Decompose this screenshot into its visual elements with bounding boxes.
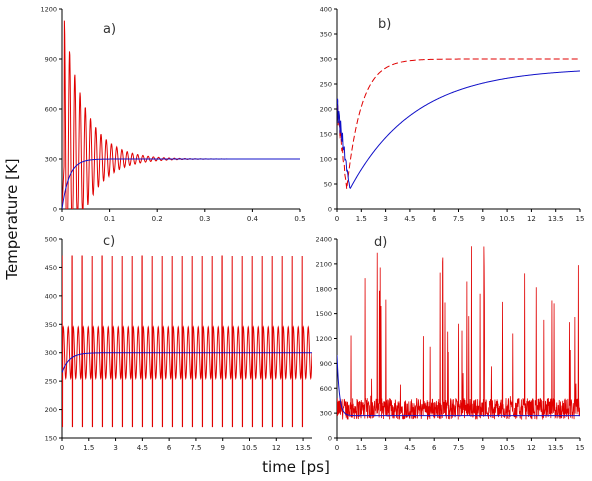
chart-panel-d: 0 300 600 900 1200 1500 1800 2100 2400 0 1.5 3 4.5 6 7… [315,235,584,452]
x-tick-label: 12 [527,444,536,452]
shared-y-axis-label: Temperature [K] [3,158,21,280]
panel-label: c) [103,234,115,249]
series-line-blue [62,352,312,373]
x-tick-label: 13.5 [548,215,564,223]
chart-panel-b: 0 50 100 150 200 250 300 350 400 0 1.5 3 4.5 6 7.5 9 10.… [320,6,585,224]
y-tick-label: 900 [320,360,332,368]
x-tick-label: 4.5 [137,444,148,452]
x-tick-label: 15 [576,215,585,223]
y-tick-label: 400 [320,6,332,14]
y-tick-label: 0 [53,206,57,214]
y-tick-label: 200 [320,106,332,114]
x-tick-label: 0.2 [152,215,163,223]
y-tick-label: 2400 [315,236,332,244]
y-tick-label: 150 [320,131,332,139]
series-line-blue [337,70,580,190]
x-tick-label: 3 [113,444,117,452]
y-tick-label: 1800 [315,285,332,293]
panel-label: d) [374,235,387,250]
x-tick-label: 13.5 [548,444,564,452]
x-tick-label: 9 [481,215,485,223]
y-tick-label: 600 [320,385,332,393]
series-line-red [62,20,300,209]
x-tick-label: 1.5 [356,215,367,223]
x-tick-label: 0.1 [104,215,115,223]
series-line-blue [62,158,300,209]
y-tick-label: 2100 [315,260,332,268]
series-line-red [337,246,580,420]
x-tick-label: 1.5 [83,444,94,452]
x-tick-label: 0 [60,215,64,223]
x-tick-label: 9 [220,444,224,452]
x-tick-label: 15 [576,444,585,452]
y-tick-label: 1200 [315,335,332,343]
y-tick-label: 1200 [40,6,57,14]
y-tick-label: 200 [45,406,57,414]
y-tick-label: 300 [45,156,57,164]
x-tick-label: 6 [432,444,437,452]
x-tick-label: 10.5 [242,444,258,452]
x-tick-label: 4.5 [404,444,415,452]
y-tick-label: 600 [45,106,57,114]
x-tick-label: 3 [383,444,387,452]
y-tick-label: 300 [45,349,57,357]
x-tick-label: 0.3 [199,215,210,223]
x-tick-label: 0.4 [247,215,259,223]
x-tick-label: 10.5 [499,215,515,223]
x-tick-label: 1.5 [356,444,367,452]
y-tick-label: 100 [320,156,332,164]
y-tick-label: 1500 [315,310,332,318]
chart-panel-a: 0 300 600 900 1200 0 0.1 0.2 0.3 0.4 0.5 a) [40,6,305,224]
x-tick-label: 7.5 [453,215,464,223]
y-tick-label: 250 [45,378,57,386]
panel-label: b) [378,17,391,32]
y-tick-label: 450 [45,264,57,272]
series-line-blue [337,355,580,417]
series-line-red [337,58,580,190]
x-tick-label: 13.5 [295,444,311,452]
y-tick-label: 250 [320,81,332,89]
x-tick-label: 0.5 [294,215,305,223]
y-tick-label: 300 [320,56,332,64]
y-tick-label: 0 [328,435,332,443]
x-tick-label: 0 [60,444,64,452]
x-tick-label: 10.5 [499,444,515,452]
x-tick-label: 12 [527,215,536,223]
shared-x-axis-label: time [ps] [262,458,330,476]
y-tick-label: 150 [45,435,57,443]
x-tick-label: 6 [167,444,172,452]
panel-label: a) [103,22,116,37]
chart-panel-c: 150 200 250 300 350 400 450 500 0 1.5 3 4.5 6 7.5 9 10.… [45,234,312,452]
x-tick-label: 6 [432,215,437,223]
y-tick-label: 50 [324,181,332,189]
y-tick-label: 300 [320,410,332,418]
x-tick-label: 9 [481,444,485,452]
y-tick-label: 500 [45,236,57,244]
x-tick-label: 3 [383,215,387,223]
x-tick-label: 7.5 [453,444,464,452]
y-tick-label: 0 [328,206,332,214]
x-tick-label: 0 [335,444,339,452]
y-tick-label: 350 [320,31,332,39]
series-line-red [62,255,312,428]
x-tick-label: 0 [335,215,339,223]
y-tick-label: 900 [45,56,57,64]
x-tick-label: 4.5 [404,215,415,223]
y-tick-label: 350 [45,321,57,329]
x-tick-label: 7.5 [190,444,201,452]
x-tick-label: 12 [272,444,281,452]
y-tick-label: 400 [45,292,57,300]
